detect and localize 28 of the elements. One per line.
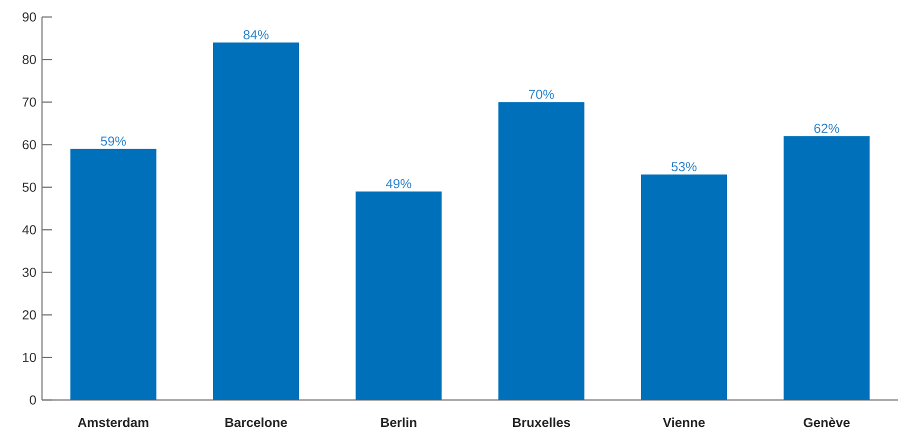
x-tick-label: Amsterdam (78, 418, 148, 428)
x-tick-label: Vienne (662, 418, 705, 428)
data-label: 70% (529, 90, 554, 99)
bar (213, 42, 300, 400)
y-tick-label: 70 (22, 98, 36, 107)
y-tick-label: 50 (22, 182, 36, 192)
y-tick-label: 90 (22, 12, 36, 22)
bar (356, 191, 442, 400)
y-tick-label: 20 (22, 310, 36, 320)
x-tick-label: Barcelone (225, 418, 287, 428)
x-tick-label: Berlin (381, 418, 416, 428)
data-label: 59% (100, 136, 126, 146)
bar (784, 136, 870, 400)
x-tick-label: Genève (804, 418, 850, 428)
data-label: 84% (244, 30, 269, 40)
y-tick-label: 40 (22, 225, 36, 234)
data-label: 62% (814, 124, 840, 133)
y-tick-label: 0 (30, 395, 36, 405)
y-tick-label: 30 (22, 268, 36, 277)
y-tick-label: 10 (23, 352, 36, 362)
x-tick-label: Bruxelles (512, 418, 570, 428)
bar (498, 102, 584, 400)
bar (70, 148, 156, 400)
data-label: 53% (672, 162, 697, 172)
data-label: 49% (386, 179, 412, 188)
y-tick-label: 80 (22, 54, 36, 64)
bar (641, 174, 728, 400)
y-tick-label: 60 (22, 140, 36, 150)
